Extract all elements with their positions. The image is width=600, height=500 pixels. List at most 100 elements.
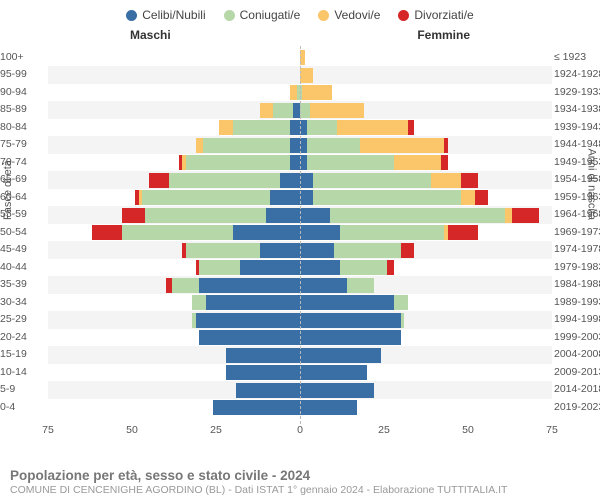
bar-segment: [300, 365, 367, 380]
chart-footer: Popolazione per età, sesso e stato civil…: [10, 468, 590, 496]
bar-segment: [401, 243, 414, 258]
y-label-birth: 1954-1958: [554, 174, 600, 185]
bar-segment: [290, 155, 300, 170]
y-label-birth: 1999-2003: [554, 332, 600, 343]
bar-segment: [199, 260, 239, 275]
y-label-birth: 2019-2023: [554, 402, 600, 413]
bar-segment: [280, 173, 300, 188]
bar-segment: [166, 278, 173, 293]
bar-segment: [300, 103, 310, 118]
y-label-birth: 1989-1993: [554, 297, 600, 308]
bar-segment: [310, 103, 364, 118]
y-label-age: 50-54: [0, 227, 27, 238]
y-label-birth: 1949-1953: [554, 157, 600, 168]
bar-segment: [408, 120, 415, 135]
bar-segment: [307, 138, 361, 153]
y-label-age: 70-74: [0, 157, 27, 168]
y-label-birth: 1929-1933: [554, 87, 600, 98]
y-label-age: 0-4: [0, 402, 15, 413]
bar-segment: [337, 120, 408, 135]
bar-segment: [186, 155, 290, 170]
bar-segment: [441, 155, 448, 170]
bar-segment: [330, 208, 505, 223]
bar-segment: [461, 173, 478, 188]
y-label-age: 5-9: [0, 384, 15, 395]
bar-segment: [313, 173, 431, 188]
x-tick: 0: [297, 424, 303, 436]
bar-segment: [444, 138, 447, 153]
bar-segment: [300, 208, 330, 223]
bar-segment: [219, 120, 232, 135]
bar-segment: [226, 348, 300, 363]
x-tick: 75: [42, 424, 54, 436]
bar-segment: [387, 260, 394, 275]
y-label-age: 45-49: [0, 244, 27, 255]
bar-segment: [334, 243, 401, 258]
bar-segment: [300, 313, 401, 328]
bar-segment: [122, 208, 146, 223]
bar-segment: [300, 400, 357, 415]
bar-segment: [340, 225, 444, 240]
bar-segment: [302, 85, 332, 100]
y-label-age: 60-64: [0, 192, 27, 203]
y-label-birth: 1974-1978: [554, 244, 600, 255]
bar-segment: [300, 68, 313, 83]
y-label-age: 25-29: [0, 314, 27, 325]
bar-segment: [300, 120, 307, 135]
bar-segment: [169, 173, 280, 188]
bar-segment: [233, 120, 290, 135]
footer-title: Popolazione per età, sesso e stato civil…: [10, 468, 590, 483]
y-label-age: 80-84: [0, 122, 27, 133]
bar-segment: [300, 225, 340, 240]
y-label-age: 100+: [0, 52, 24, 63]
legend-item: Vedovi/e: [318, 8, 380, 22]
legend: Celibi/NubiliConiugati/eVedovi/eDivorzia…: [0, 0, 600, 26]
y-label-age: 10-14: [0, 367, 27, 378]
y-label-birth: 1984-1988: [554, 279, 600, 290]
bar-segment: [260, 103, 273, 118]
bar-segment: [300, 190, 313, 205]
bar-segment: [273, 103, 293, 118]
y-label-birth: 2009-2013: [554, 367, 600, 378]
x-tick: 25: [378, 424, 390, 436]
legend-swatch: [126, 10, 137, 21]
bar-segment: [505, 208, 512, 223]
bar-segment: [448, 225, 478, 240]
bar-segment: [199, 278, 300, 293]
bar-segment: [236, 383, 300, 398]
bar-segment: [300, 243, 334, 258]
bar-segment: [347, 278, 374, 293]
x-tick: 50: [126, 424, 138, 436]
bar-segment: [512, 208, 539, 223]
y-label-birth: 1969-1973: [554, 227, 600, 238]
y-label-age: 35-39: [0, 279, 27, 290]
bar-segment: [300, 295, 394, 310]
bar-segment: [300, 138, 307, 153]
bar-segment: [340, 260, 387, 275]
bar-segment: [203, 138, 290, 153]
bar-segment: [270, 190, 300, 205]
bar-segment: [145, 208, 266, 223]
bar-segment: [475, 190, 488, 205]
bar-segment: [206, 295, 300, 310]
bar-segment: [266, 208, 300, 223]
y-label-age: 40-44: [0, 262, 27, 273]
y-label-birth: ≤ 1923: [554, 52, 586, 63]
x-tick: 75: [546, 424, 558, 436]
bar-segment: [431, 173, 461, 188]
male-label: Maschi: [130, 28, 171, 42]
y-label-birth: 1939-1943: [554, 122, 600, 133]
y-label-age: 90-94: [0, 87, 27, 98]
bar-segment: [300, 348, 381, 363]
bar-segment: [300, 260, 340, 275]
legend-label: Celibi/Nubili: [142, 8, 205, 22]
bar-segment: [233, 225, 300, 240]
y-label-age: 85-89: [0, 104, 27, 115]
legend-label: Vedovi/e: [334, 8, 380, 22]
bar-segment: [186, 243, 260, 258]
y-label-birth: 1959-1963: [554, 192, 600, 203]
y-label-age: 30-34: [0, 297, 27, 308]
bar-segment: [142, 190, 270, 205]
y-label-age: 95-99: [0, 69, 27, 80]
y-label-birth: 2014-2018: [554, 384, 600, 395]
